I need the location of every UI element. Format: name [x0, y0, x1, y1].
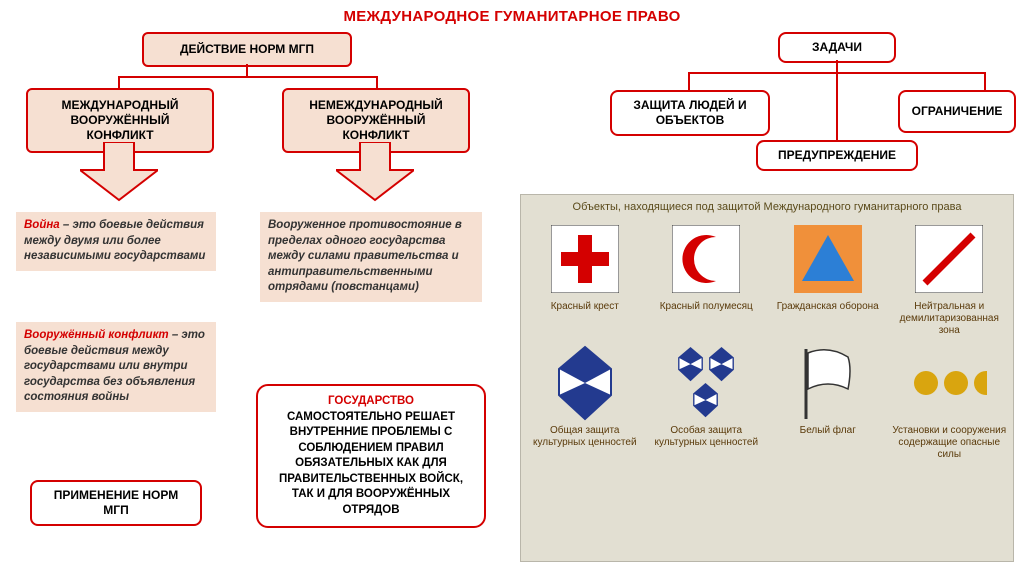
obj-cultural-special: Особая защита культурных ценностей	[649, 345, 765, 461]
connector	[376, 76, 378, 88]
norms-header: ДЕЙСТВИЕ НОРМ МГП	[142, 32, 352, 67]
cap-civil-defense: Гражданская оборона	[777, 301, 879, 313]
def-nonintl: Вооруженное противостояние в пределах од…	[260, 212, 482, 302]
apply-norms-box: ПРИМЕНЕНИЕ НОРМ МГП	[30, 480, 202, 526]
def-war: Война – это боевые действия между двумя …	[16, 212, 216, 271]
tasks-protect: ЗАЩИТА ЛЮДЕЙ И ОБЪЕКТОВ	[610, 90, 770, 136]
cap-cultural-general: Общая защита культурных ценностей	[527, 425, 643, 449]
arrow-down-icon	[336, 142, 414, 202]
white-flag-icon	[790, 345, 866, 421]
cap-red-crescent: Красный полумесяц	[660, 301, 753, 313]
obj-red-crescent: Красный полумесяц	[649, 221, 765, 337]
panel-title: Объекты, находящиеся под защитой Междуна…	[521, 195, 1013, 221]
obj-white-flag: Белый флаг	[770, 345, 886, 461]
tasks-prevent: ПРЕДУПРЕЖДЕНИЕ	[756, 140, 918, 171]
obj-neutral-zone: Нейтральная и демилитаризованная зона	[892, 221, 1008, 337]
connector	[118, 76, 378, 78]
connector	[688, 72, 690, 90]
obj-red-cross: Красный крест	[527, 221, 643, 337]
objects-panel: Объекты, находящиеся под защитой Междуна…	[520, 194, 1014, 562]
cap-dangerous: Установки и сооружения содержащие опасны…	[892, 425, 1008, 461]
cap-white-flag: Белый флаг	[800, 425, 856, 437]
cap-neutral-zone: Нейтральная и демилитаризованная зона	[892, 301, 1008, 337]
def-armed-conflict: Вооружённый конфликт – это боевые действ…	[16, 322, 216, 412]
arrow-down-icon	[80, 142, 158, 202]
page-title: МЕЖДУНАРОДНОЕ ГУМАНИТАРНОЕ ПРАВО	[0, 8, 1024, 25]
connector	[836, 72, 838, 140]
tasks-header: ЗАДАЧИ	[778, 32, 896, 63]
connector	[118, 76, 120, 88]
civil-defense-icon	[790, 221, 866, 297]
state-box: ГОСУДАРСТВО САМОСТОЯТЕЛЬНО РЕШАЕТ ВНУТРЕ…	[256, 384, 486, 528]
red-cross-icon	[547, 221, 623, 297]
connector	[246, 64, 248, 76]
obj-cultural-general: Общая защита культурных ценностей	[527, 345, 643, 461]
cultural-special-icon	[668, 345, 744, 421]
red-crescent-icon	[668, 221, 744, 297]
def-war-lead: Война	[24, 219, 60, 231]
tasks-limit: ОГРАНИЧЕНИЕ	[898, 90, 1016, 133]
state-body: САМОСТОЯТЕЛЬНО РЕШАЕТ ВНУТРЕННИЕ ПРОБЛЕМ…	[279, 411, 463, 516]
connector	[984, 72, 986, 90]
neutral-zone-icon	[911, 221, 987, 297]
obj-civil-defense: Гражданская оборона	[770, 221, 886, 337]
state-lead: ГОСУДАРСТВО	[328, 395, 414, 407]
objects-grid: Красный крест Красный полумесяц Гражданс…	[521, 221, 1013, 469]
connector	[836, 60, 838, 72]
obj-dangerous-forces: Установки и сооружения содержащие опасны…	[892, 345, 1008, 461]
cap-cultural-special: Особая защита культурных ценностей	[649, 425, 765, 449]
cap-red-cross: Красный крест	[551, 301, 619, 313]
dangerous-forces-icon	[911, 345, 987, 421]
cultural-general-icon	[547, 345, 623, 421]
def-armed-lead: Вооружённый конфликт	[24, 329, 169, 341]
